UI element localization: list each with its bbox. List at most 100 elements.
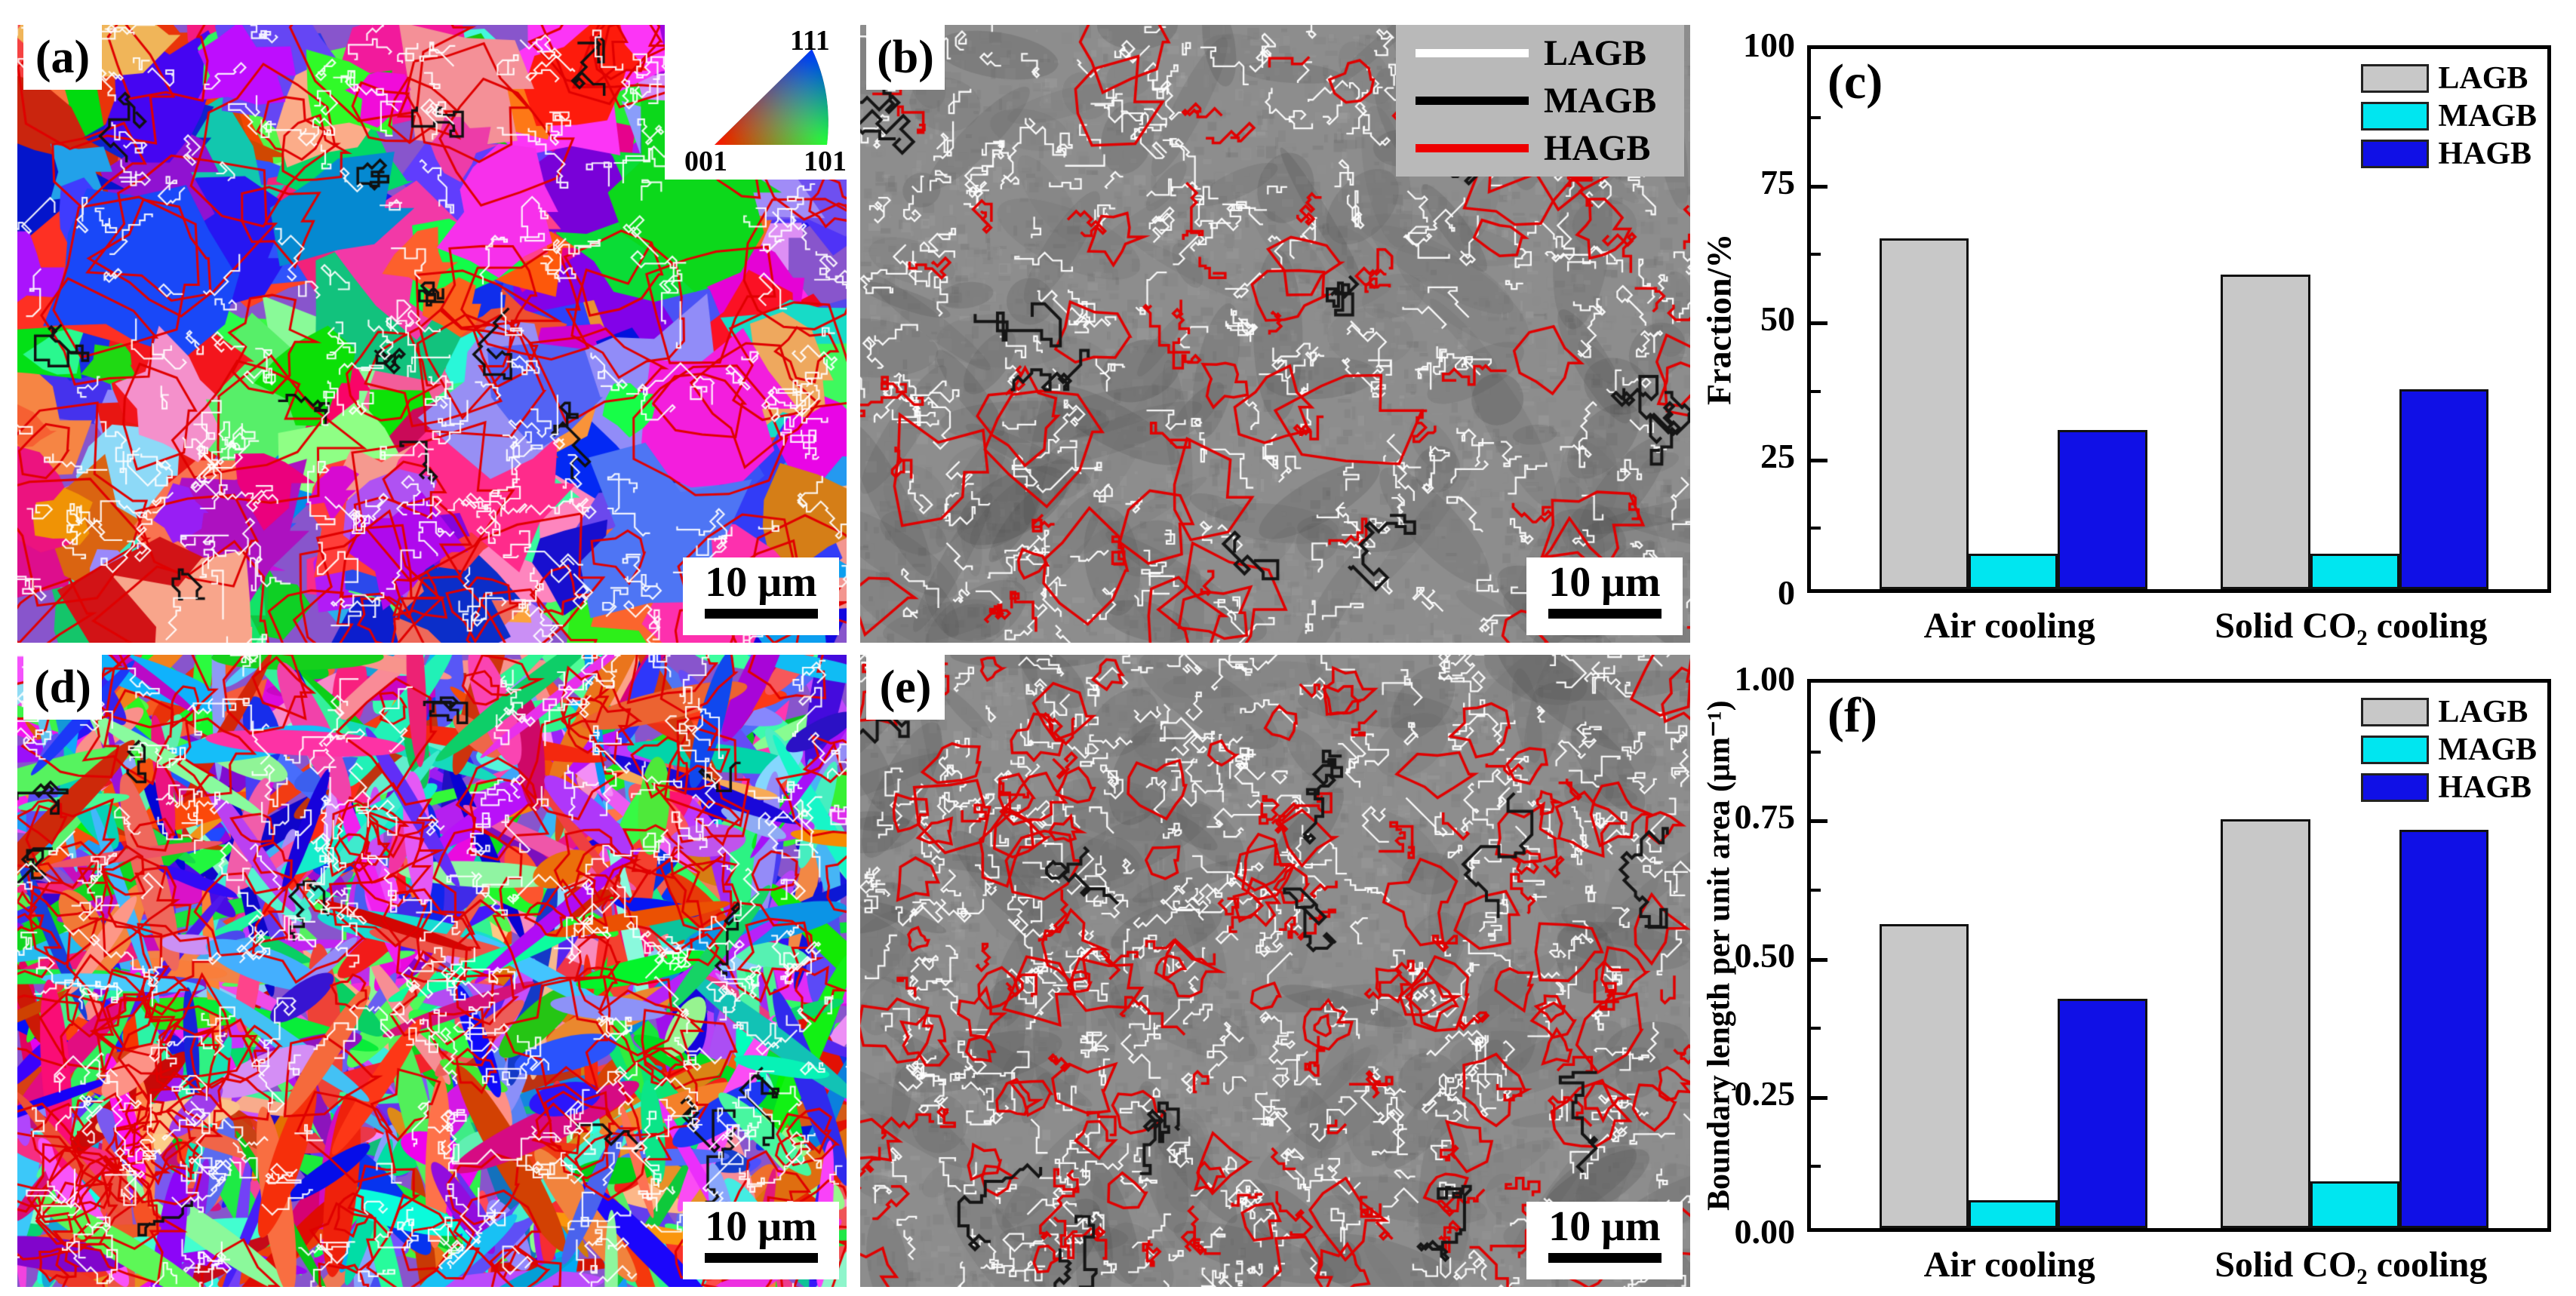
magb-line-swatch: [1416, 97, 1529, 105]
legend-row: LAGB: [2361, 696, 2537, 728]
y-minor-tick: [1811, 253, 1821, 256]
lagb-bar-co2: [2221, 818, 2310, 1228]
scale-bar-line: [1548, 1253, 1661, 1263]
y-minor-tick: [1811, 115, 1821, 119]
panel-d-ipf-map: (d) 10 μm: [17, 655, 847, 1287]
scale-bar-line: [1548, 609, 1661, 619]
magb-bar-co2: [2310, 1181, 2399, 1228]
legend-row: MAGB: [2361, 100, 2537, 132]
magb-swatch: [2361, 102, 2430, 131]
scale-bar-text: 10 μm: [705, 1203, 817, 1250]
hagb-line-swatch: [1416, 144, 1529, 152]
y-tick-label: 0.50: [1734, 935, 1796, 975]
panel-label-e: (e): [866, 655, 945, 720]
y-minor-tick: [1811, 1165, 1821, 1169]
lagb-swatch: [2361, 64, 2430, 93]
hagb-swatch: [2361, 140, 2430, 168]
boundary-legend-label: HAGB: [1544, 127, 1651, 168]
ipf-key-001: 001: [684, 146, 727, 177]
x-category-label: Solid CO₂ cooling: [2215, 606, 2488, 646]
hagb-swatch: [2361, 773, 2430, 802]
fraction-bar-chart: Fraction/% (c) LAGB MAGB HAGB 0 25 50 75 100 Ai…: [1690, 0, 2576, 649]
lagb-bar-air: [1879, 923, 1969, 1228]
scale-bar-text: 10 μm: [1548, 559, 1661, 606]
y-major-tick: [1811, 458, 1827, 462]
y-major-tick: [1811, 1095, 1827, 1100]
lagb-line-swatch: [1416, 49, 1529, 57]
legend-label: LAGB: [2438, 695, 2528, 729]
lagb-bar-co2: [2221, 274, 2310, 589]
y-minor-tick: [1811, 750, 1821, 754]
boundary-legend-row: LAGB: [1396, 32, 1684, 73]
hagb-bar-co2: [2399, 389, 2489, 589]
y-major-tick: [1811, 819, 1827, 824]
hagb-bar-air: [2058, 430, 2147, 589]
ebsd-ipf-map-canvas: [17, 655, 847, 1287]
y-major-tick: [1811, 184, 1827, 189]
x-category-label: Solid CO₂ cooling: [2215, 1245, 2488, 1285]
scale-bar-line: [704, 1253, 818, 1263]
y-tick-label: 0: [1778, 573, 1795, 612]
panel-label-d: (d): [23, 655, 102, 720]
y-tick-label: 1.00: [1734, 659, 1796, 698]
y-minor-tick: [1811, 389, 1821, 393]
legend-label: MAGB: [2438, 732, 2537, 767]
ipf-key-111: 111: [790, 25, 830, 57]
lagb-swatch: [2361, 698, 2430, 726]
boundary-legend-row: HAGB: [1396, 127, 1684, 168]
scale-bar: 10 μm: [683, 1202, 839, 1279]
band-contrast-map-canvas: [860, 655, 1690, 1287]
chart-legend: LAGB MAGB HAGB: [2361, 63, 2537, 170]
plot-area: (f) LAGB MAGB HAGB: [1807, 679, 2551, 1232]
y-minor-tick: [1811, 527, 1821, 530]
legend-row: LAGB: [2361, 63, 2537, 94]
boundary-legend-row: MAGB: [1396, 80, 1684, 121]
plot-area: (c) LAGB MAGB HAGB: [1807, 45, 2551, 593]
y-tick-label: 0.75: [1734, 797, 1796, 837]
legend-label: LAGB: [2438, 61, 2528, 96]
legend-row: HAGB: [2361, 772, 2537, 803]
y-minor-tick: [1811, 1027, 1821, 1030]
chart-panel-letter: (c): [1827, 54, 1883, 109]
x-category-label: Air cooling: [1923, 606, 2095, 646]
hagb-bar-co2: [2399, 830, 2489, 1228]
y-major-tick: [1811, 321, 1827, 325]
magb-bar-air: [1969, 553, 2058, 589]
ipf-color-key: 111 001 101: [665, 25, 847, 180]
scale-bar-text: 10 μm: [705, 559, 817, 606]
y-tick-label: 50: [1760, 299, 1795, 338]
boundary-legend-label: MAGB: [1544, 80, 1657, 121]
panel-label-a: (a): [23, 25, 102, 90]
y-tick-label: 25: [1760, 436, 1795, 475]
magb-swatch: [2361, 736, 2430, 764]
boundary-legend: LAGB MAGB HAGB: [1396, 25, 1684, 177]
scale-bar-line: [704, 609, 818, 619]
y-tick-label: 75: [1760, 162, 1795, 201]
y-tick-label: 0.25: [1734, 1073, 1796, 1113]
legend-row: MAGB: [2361, 734, 2537, 766]
scale-bar: 10 μm: [1526, 1202, 1683, 1279]
panel-a-ipf-map: (a) 111 00: [17, 25, 847, 643]
magb-bar-co2: [2310, 553, 2399, 589]
hagb-bar-air: [2058, 998, 2147, 1228]
legend-label: MAGB: [2438, 99, 2537, 134]
panel-b-boundary-map: (b) LAGB MAGB HAGB 10 μm: [860, 25, 1690, 643]
legend-row: HAGB: [2361, 138, 2537, 170]
y-major-tick: [1811, 957, 1827, 962]
lagb-bar-air: [1879, 238, 1969, 589]
scale-bar: 10 μm: [1526, 557, 1683, 635]
scale-bar-text: 10 μm: [1548, 1203, 1661, 1250]
y-minor-tick: [1811, 888, 1821, 892]
panel-label-b: (b): [866, 25, 945, 90]
chart-legend: LAGB MAGB HAGB: [2361, 696, 2537, 803]
chart-panel-letter: (f): [1827, 688, 1877, 743]
boundary-legend-label: LAGB: [1544, 32, 1647, 73]
magb-bar-air: [1969, 1200, 2058, 1228]
y-tick-label: 100: [1743, 26, 1795, 64]
panel-e-boundary-map: (e) 10 μm: [860, 655, 1690, 1287]
ipf-triangle-gradient: [715, 49, 828, 145]
legend-label: HAGB: [2438, 137, 2532, 171]
x-category-label: Air cooling: [1923, 1245, 2095, 1285]
boundary-length-bar-chart: Boundary length per unit area (μm⁻¹) (f)…: [1690, 649, 2576, 1296]
